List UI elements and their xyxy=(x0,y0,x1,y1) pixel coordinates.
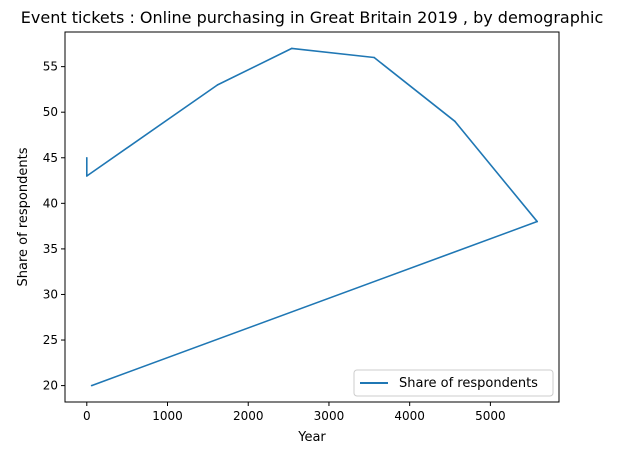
y-tick-label: 25 xyxy=(43,333,58,347)
plot-area: 0 1000 2000 3000 4000 5000 20 25 30 35 40 45 50 55 xyxy=(43,31,560,423)
y-tick-label: 55 xyxy=(43,60,58,74)
data-point xyxy=(85,156,88,159)
y-tick-label: 30 xyxy=(43,287,58,301)
chart-title: Event tickets : Online purchasing in Gre… xyxy=(21,8,603,27)
data-point xyxy=(216,84,219,86)
x-tick-label: 3000 xyxy=(314,409,345,423)
x-tick-label: 0 xyxy=(83,409,91,423)
data-point xyxy=(291,47,293,50)
data-point xyxy=(373,56,375,59)
y-axis-label: Share of respondents xyxy=(16,147,31,286)
series-line xyxy=(85,47,539,387)
data-point xyxy=(85,175,88,177)
legend-frame xyxy=(353,369,554,397)
x-axis: 0 1000 2000 3000 4000 5000 xyxy=(83,402,506,423)
x-tick-label: 4000 xyxy=(394,409,425,423)
y-tick-label: 40 xyxy=(43,196,58,210)
x-tick-label: 1000 xyxy=(152,409,183,423)
data-point xyxy=(536,220,539,223)
plot-frame xyxy=(64,31,560,403)
y-tick-label: 35 xyxy=(43,242,58,256)
data-point xyxy=(454,120,456,123)
y-tick-label: 20 xyxy=(43,379,58,393)
legend: Share of respondents xyxy=(353,369,554,397)
x-tick-label: 2000 xyxy=(233,409,264,423)
legend-label: Share of respondents xyxy=(399,376,538,391)
y-tick-label: 45 xyxy=(43,151,58,165)
data-point xyxy=(90,384,93,387)
x-tick-label: 5000 xyxy=(475,409,506,423)
series-layer xyxy=(85,47,539,387)
y-axis: 20 25 30 35 40 45 50 55 xyxy=(43,60,65,393)
y-tick-label: 50 xyxy=(43,105,58,119)
x-axis-label: Year xyxy=(297,430,326,445)
